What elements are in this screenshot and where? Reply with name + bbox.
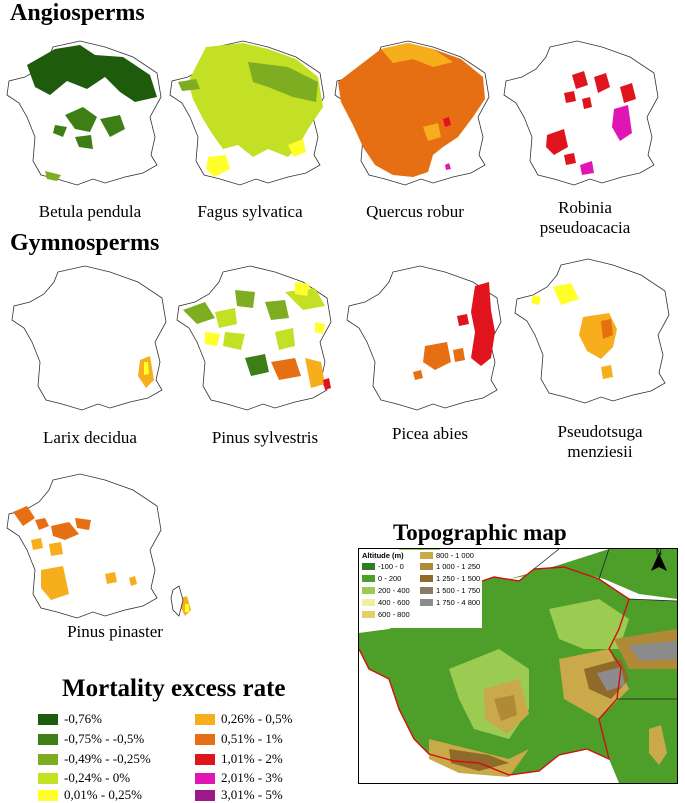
caption-quercus-robur: Quercus robur bbox=[366, 202, 464, 221]
altitude-swatch bbox=[362, 563, 375, 570]
altitude-swatch bbox=[362, 611, 375, 618]
caption-pinus-pinaster: Pinus pinaster bbox=[67, 622, 163, 641]
legend-item: -0,76% bbox=[38, 711, 102, 727]
topographic-title: Topographic map bbox=[393, 520, 567, 545]
altitude-item: 1 000 - 1 250 bbox=[420, 562, 480, 571]
altitude-legend: Altitude (m) -100 - 0 0 - 200 200 - 400 … bbox=[360, 550, 482, 628]
map-robinia-pseudoacacia bbox=[502, 37, 662, 197]
altitude-item: 400 - 600 bbox=[362, 598, 410, 607]
altitude-swatch bbox=[362, 575, 375, 582]
legend-swatch bbox=[38, 753, 58, 765]
legend-swatch bbox=[38, 772, 58, 784]
map-picea-abies bbox=[345, 262, 505, 422]
legend-item: 3,01% - 5% bbox=[195, 787, 283, 803]
legend-swatch bbox=[195, 733, 215, 745]
legend-swatch bbox=[195, 713, 215, 725]
altitude-item: 1 250 - 1 500 bbox=[420, 574, 480, 583]
altitude-item: 800 - 1 000 bbox=[420, 551, 474, 560]
map-pinus-sylvestris bbox=[175, 262, 335, 422]
legend-swatch bbox=[195, 789, 215, 801]
altitude-legend-heading: Altitude (m) bbox=[362, 551, 404, 560]
caption-pinus-sylvestris: Pinus sylvestris bbox=[211, 428, 319, 447]
altitude-item: 1 500 - 1 750 bbox=[420, 586, 480, 595]
altitude-item: -100 - 0 bbox=[362, 562, 404, 571]
caption-picea-abies: Picea abies bbox=[392, 424, 468, 443]
altitude-item: 0 - 200 bbox=[362, 574, 401, 583]
angiosperms-title: Angiosperms bbox=[10, 0, 145, 26]
legend-item: 0,51% - 1% bbox=[195, 731, 283, 747]
caption-larix-decidua: Larix decidua bbox=[43, 428, 137, 447]
legend-item: -0,49% - -0,25% bbox=[38, 751, 151, 767]
legend-item: 2,01% - 3% bbox=[195, 770, 283, 786]
legend-title: Mortality excess rate bbox=[62, 675, 286, 702]
altitude-swatch bbox=[362, 599, 375, 606]
map-larix-decidua bbox=[10, 262, 170, 422]
altitude-item: 1 750 - 4 800 bbox=[420, 598, 480, 607]
caption-betula-pendula: Betula pendula bbox=[38, 202, 142, 221]
caption-fagus-sylvatica: Fagus sylvatica bbox=[197, 202, 303, 221]
altitude-swatch bbox=[420, 575, 433, 582]
map-pinus-pinaster bbox=[5, 470, 205, 630]
legend-item: 1,01% - 2% bbox=[195, 751, 283, 767]
altitude-swatch bbox=[420, 552, 433, 559]
legend-item: 0,01% - 0,25% bbox=[38, 787, 142, 803]
north-arrow-icon bbox=[651, 553, 667, 571]
legend-swatch bbox=[38, 733, 58, 745]
altitude-swatch bbox=[362, 587, 375, 594]
legend-item: 0,26% - 0,5% bbox=[195, 711, 293, 727]
gymnosperms-title: Gymnosperms bbox=[10, 230, 160, 256]
altitude-item: 200 - 400 bbox=[362, 586, 410, 595]
map-betula-pendula bbox=[5, 37, 165, 197]
legend-item: -0,75% - -0,5% bbox=[38, 731, 144, 747]
legend-swatch bbox=[38, 789, 58, 801]
legend-swatch bbox=[195, 772, 215, 784]
altitude-swatch bbox=[420, 599, 433, 606]
north-label: N bbox=[656, 549, 662, 557]
map-fagus-sylvatica bbox=[168, 37, 328, 197]
altitude-item: 600 - 800 bbox=[362, 610, 410, 619]
caption-pseudotsuga-menziesii: Pseudotsuga menziesii bbox=[557, 422, 643, 461]
topographic-map: N Altitude (m) -100 - 0 0 - 200 200 - 40… bbox=[358, 548, 678, 784]
legend-item: -0,24% - 0% bbox=[38, 770, 130, 786]
map-pseudotsuga-menziesii bbox=[513, 255, 673, 415]
caption-robinia-pseudoacacia: Robinia pseudoacacia bbox=[539, 198, 631, 237]
map-quercus-robur bbox=[333, 37, 493, 197]
altitude-swatch bbox=[420, 587, 433, 594]
legend-swatch bbox=[38, 713, 58, 725]
altitude-swatch bbox=[420, 563, 433, 570]
legend-swatch bbox=[195, 753, 215, 765]
